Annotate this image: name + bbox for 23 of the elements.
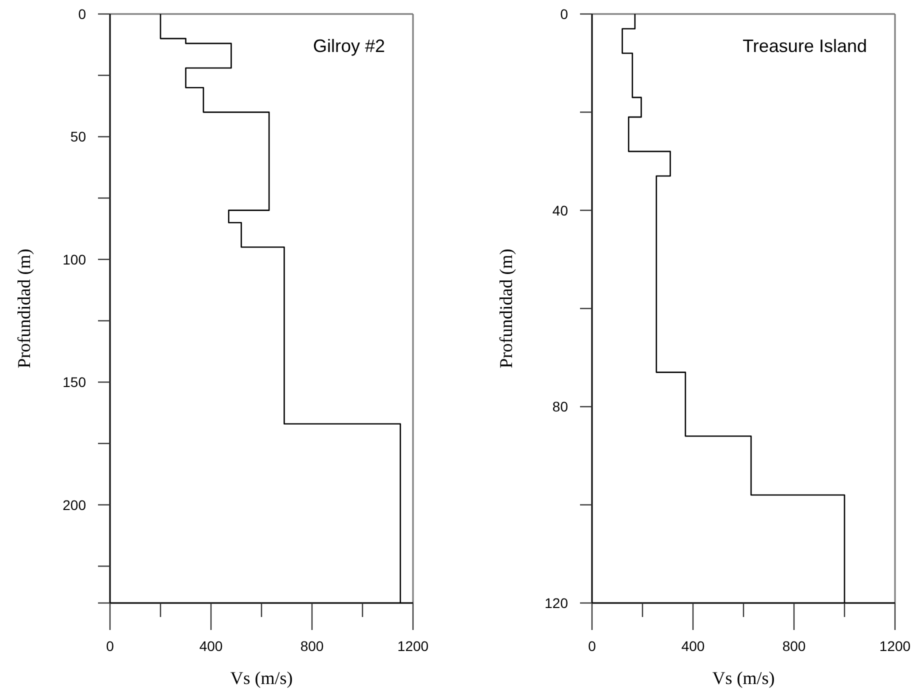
x-tick-label: 0	[588, 638, 596, 654]
y-tick-label: 40	[552, 202, 568, 218]
text: Gilroy #2	[312, 36, 385, 56]
x-tick-label: 1200	[879, 638, 911, 654]
y-tick-label: 200	[62, 496, 86, 513]
y-tick-label: 0	[560, 6, 568, 22]
x-tick-label: 0	[106, 638, 114, 654]
y-axis-title: Profundidad (m)	[496, 248, 516, 368]
y-tick-label: 50	[70, 128, 86, 145]
x-tick-label: 800	[300, 638, 324, 654]
x-axis-title: Vs (m/s)	[230, 668, 293, 688]
x-axis-title: Vs (m/s)	[712, 668, 775, 688]
text: Treasure Island	[742, 36, 867, 56]
y-tick-label: 100	[62, 251, 86, 268]
x-tick-label: 400	[681, 638, 705, 654]
y-tick-label: 0	[78, 6, 86, 22]
y-tick-label: 80	[552, 398, 568, 415]
y-tick-label: 120	[544, 595, 568, 611]
x-tick-label: 400	[199, 638, 223, 654]
x-tick-label: 1200	[397, 638, 429, 654]
x-tick-label: 800	[782, 638, 806, 654]
y-axis-title: Profundidad (m)	[14, 248, 34, 368]
y-tick-label: 150	[62, 374, 86, 390]
